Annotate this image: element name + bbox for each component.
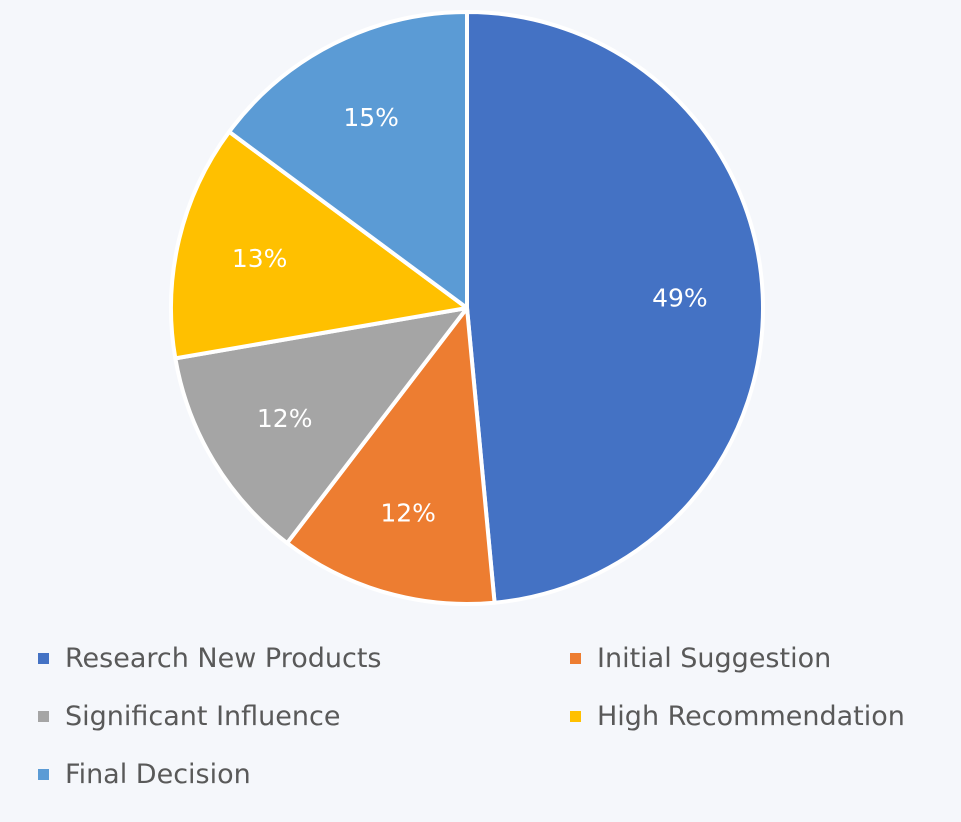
legend-item-initial-suggestion: Initial Suggestion [570, 640, 948, 676]
legend-swatch [570, 652, 581, 664]
data-label-significant-influence: 12% [257, 404, 313, 433]
legend-swatch [38, 710, 49, 722]
legend-swatch [38, 768, 49, 780]
pie-slice-significant-influence [173, 306, 469, 546]
data-label-initial-suggestion: 12% [380, 498, 436, 527]
data-label-high-recommendation: 13% [232, 244, 288, 273]
legend-item-research-new-products: Research New Products [38, 640, 570, 676]
pie-slice-research-new-products [465, 10, 765, 605]
legend-label: Significant Influence [65, 700, 341, 732]
pie-slice-initial-suggestion [285, 306, 497, 606]
data-label-research-new-products: 49% [652, 284, 708, 313]
chart-legend: Research New Products Initial Suggestion S… [38, 640, 948, 792]
legend-item-final-decision: Final Decision [38, 756, 570, 792]
pie-slice-high-recommendation [169, 129, 469, 361]
pie-chart-plot: 49% 12% 12% 13% 15% [169, 10, 765, 606]
legend-label: High Recommendation [597, 700, 905, 732]
legend-item-significant-influence: Significant Influence [38, 698, 570, 734]
legend-label: Initial Suggestion [597, 642, 832, 674]
legend-label: Research New Products [65, 642, 382, 674]
data-label-final-decision: 15% [343, 103, 399, 132]
legend-label: Final Decision [65, 758, 251, 790]
legend-swatch [38, 652, 49, 664]
legend-swatch [570, 710, 581, 722]
pie-slice-final-decision [227, 10, 469, 310]
legend-item-high-recommendation: High Recommendation [570, 698, 948, 734]
